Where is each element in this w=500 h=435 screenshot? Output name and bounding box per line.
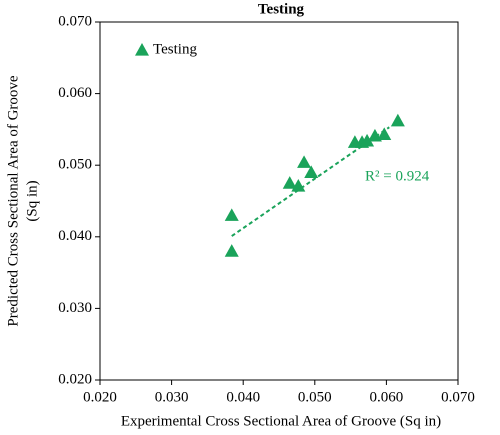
trendline (231, 126, 390, 237)
x-tick-label: 0.060 (370, 389, 404, 405)
x-tick-label: 0.050 (298, 389, 332, 405)
y-axis-title: (Sq in) (24, 180, 40, 221)
x-axis-title: Experimental Cross Sectional Area of Gro… (121, 413, 441, 429)
legend-marker (135, 43, 149, 56)
y-axis-title: Predicted Cross Sectional Area of Groove (5, 75, 21, 327)
x-tick-label: 0.030 (155, 389, 189, 405)
point (304, 165, 319, 178)
chart-title: Testing (258, 1, 305, 17)
y-tick-label: 0.030 (58, 300, 92, 316)
point (390, 113, 405, 127)
y-tick-label: 0.040 (58, 228, 92, 244)
point (224, 244, 239, 257)
x-tick-label: 0.020 (83, 389, 117, 405)
point (297, 155, 312, 168)
x-tick-label: 0.040 (226, 389, 260, 405)
y-tick-label: 0.020 (58, 371, 92, 387)
y-tick-label: 0.060 (58, 85, 92, 101)
y-tick-label: 0.050 (58, 157, 92, 173)
plot-frame (99, 21, 459, 381)
point (360, 133, 375, 147)
point (224, 208, 239, 221)
x-tick-label: 0.070 (441, 389, 475, 405)
point (377, 127, 392, 141)
point (282, 176, 297, 189)
y-tick-label: 0.070 (58, 13, 92, 29)
legend-label: Testing (153, 41, 197, 57)
annotation: R² = 0.924 (365, 168, 430, 184)
